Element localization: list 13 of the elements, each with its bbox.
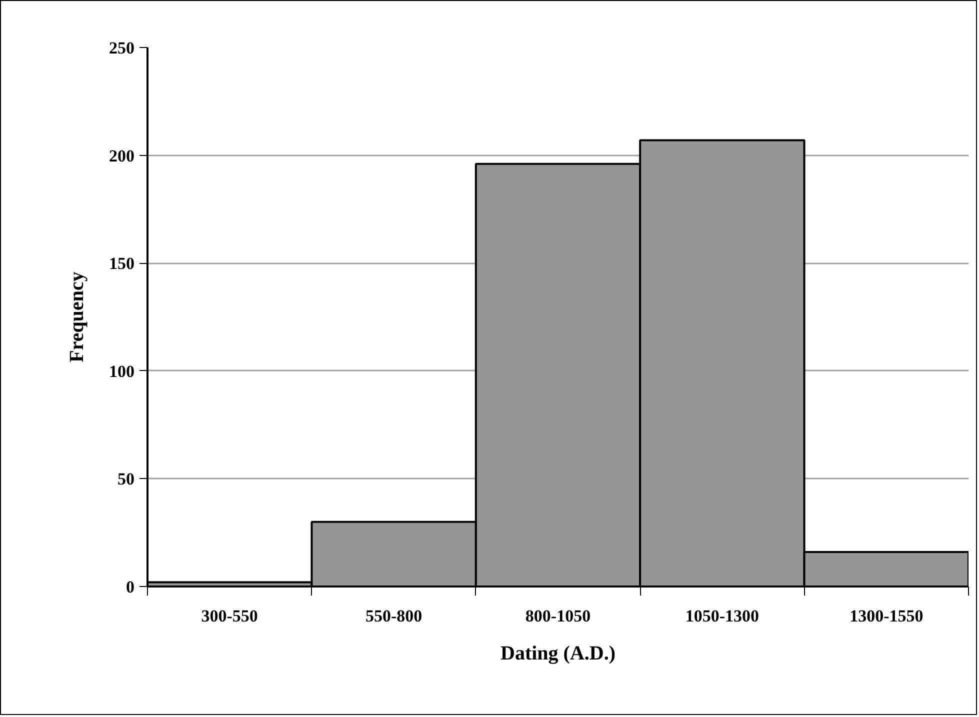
- y-tick-label: 200: [109, 146, 134, 166]
- x-tick-label: 300-550: [201, 606, 258, 626]
- y-tick-label: 50: [118, 470, 134, 489]
- y-tick-label: 250: [109, 38, 134, 58]
- x-axis-title: Dating (A.D.): [500, 642, 616, 664]
- y-tick-label: 150: [109, 254, 134, 274]
- y-axis-title: Frequency: [66, 272, 88, 362]
- x-tick-label: 1300-1550: [850, 606, 924, 626]
- y-tick-label: 0: [126, 578, 134, 596]
- x-tick-label: 1050-1300: [685, 606, 760, 626]
- x-tick-label: 550-800: [365, 606, 422, 626]
- x-tick-label: 800-1050: [525, 606, 591, 626]
- y-tick-label: 100: [109, 362, 134, 381]
